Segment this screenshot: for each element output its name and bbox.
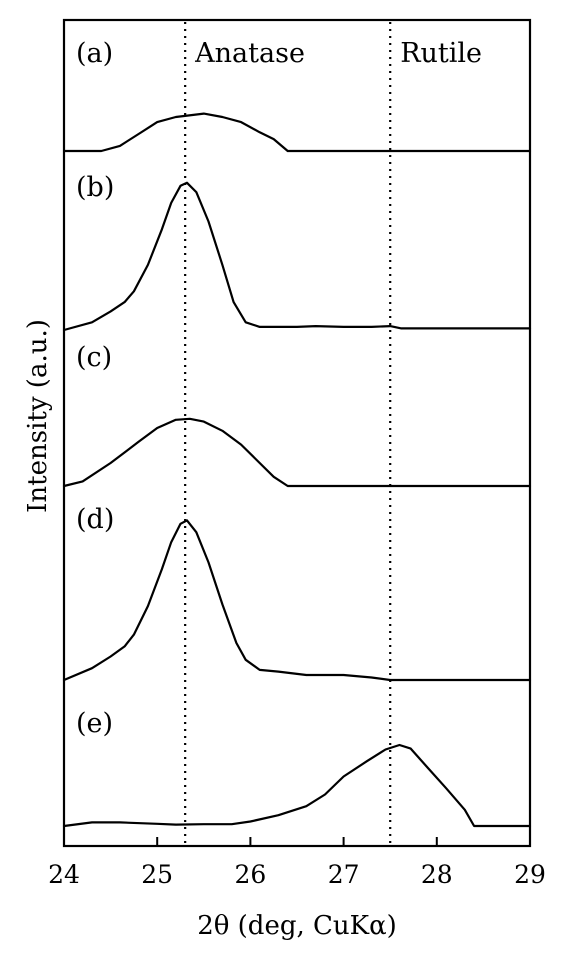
panel-label-e: (e) [76, 708, 113, 739]
panel-label-b: (b) [76, 172, 114, 203]
reference-label-rutile: Rutile [400, 38, 482, 69]
plot-frame [62, 18, 532, 848]
xrd-curve-d [62, 519, 532, 682]
x-axis-label: 2θ (deg, CuKα) [197, 911, 397, 941]
panel-label-a: (a) [76, 38, 113, 69]
xrd-curve-e [62, 743, 532, 828]
panel-label-c: (c) [76, 342, 112, 373]
x-tick-label-24: 24 [48, 860, 80, 889]
x-tick-label-26: 26 [234, 860, 266, 889]
reference-lines-layer [184, 22, 392, 844]
labels-layer: (a) (b) (c) (d) (e) Anatase Rutile [76, 38, 482, 739]
curves-layer [62, 112, 532, 828]
y-axis-label: Intensity (a.u.) [23, 319, 53, 513]
xrd-curve-c [62, 417, 532, 488]
xrd-curve-b [62, 181, 532, 332]
x-tick-label-29: 29 [514, 860, 546, 889]
panel-label-d: (d) [76, 504, 114, 535]
xrd-curve-a [62, 112, 532, 153]
x-tick-label-25: 25 [141, 860, 173, 889]
x-tick-label-28: 28 [421, 860, 453, 889]
x-tick-label-27: 27 [328, 860, 360, 889]
x-ticks-layer: 24 25 26 27 28 29 [48, 837, 546, 889]
reference-label-anatase: Anatase [194, 38, 305, 69]
